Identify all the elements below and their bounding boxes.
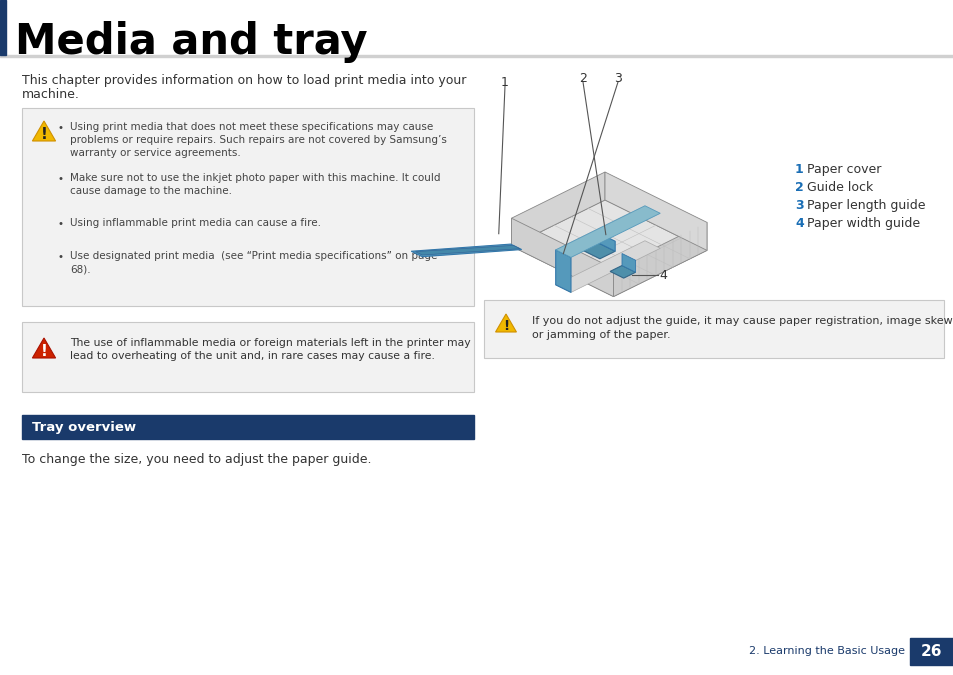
Polygon shape: [32, 338, 55, 358]
Text: machine.: machine.: [22, 88, 80, 101]
Text: 1: 1: [794, 163, 803, 176]
Bar: [22, 108, 474, 306]
Text: 2: 2: [794, 181, 803, 194]
Bar: [0, 55, 953, 57]
Text: 2. Learning the Basic Usage: 2. Learning the Basic Usage: [748, 646, 904, 656]
Bar: [909, 638, 953, 665]
Text: !: !: [502, 319, 509, 333]
Text: 4: 4: [794, 217, 803, 230]
Polygon shape: [32, 121, 55, 141]
Polygon shape: [495, 314, 516, 332]
Polygon shape: [604, 172, 706, 250]
Text: 3: 3: [794, 199, 802, 212]
Text: Tray overview: Tray overview: [32, 421, 136, 433]
Bar: [0, 0, 6, 55]
Bar: [22, 322, 474, 392]
Polygon shape: [555, 250, 571, 292]
Text: Make sure not to use the inkjet photo paper with this machine. It could
cause da: Make sure not to use the inkjet photo pa…: [70, 173, 440, 196]
Polygon shape: [411, 244, 521, 256]
Polygon shape: [555, 206, 659, 257]
Text: Media and tray: Media and tray: [15, 21, 367, 63]
Text: 2: 2: [578, 72, 586, 84]
Polygon shape: [511, 200, 706, 296]
Text: 1: 1: [500, 76, 508, 88]
Polygon shape: [610, 265, 635, 278]
Polygon shape: [415, 245, 519, 255]
Text: This chapter provides information on how to load print media into your: This chapter provides information on how…: [22, 74, 466, 87]
Text: Paper length guide: Paper length guide: [806, 199, 924, 212]
Polygon shape: [511, 218, 613, 296]
Bar: [22, 415, 474, 439]
Text: !: !: [41, 344, 48, 359]
Text: •: •: [58, 252, 64, 262]
Polygon shape: [555, 241, 659, 292]
Text: Using print media that does not meet these specifications may cause
problems or : Using print media that does not meet the…: [70, 122, 446, 159]
Text: !: !: [41, 127, 48, 142]
Polygon shape: [511, 172, 604, 246]
Text: •: •: [58, 219, 64, 229]
Text: 4: 4: [659, 269, 667, 281]
Text: •: •: [58, 123, 64, 133]
Text: Paper width guide: Paper width guide: [806, 217, 919, 230]
Text: Guide lock: Guide lock: [806, 181, 872, 194]
Polygon shape: [596, 232, 615, 251]
Text: Using inflammable print media can cause a fire.: Using inflammable print media can cause …: [70, 218, 320, 228]
Text: If you do not adjust the guide, it may cause paper registration, image skew,
or : If you do not adjust the guide, it may c…: [532, 316, 953, 340]
Text: •: •: [58, 174, 64, 184]
Polygon shape: [621, 254, 635, 272]
Text: To change the size, you need to adjust the paper guide.: To change the size, you need to adjust t…: [22, 453, 371, 466]
Bar: [483, 300, 943, 358]
Text: 3: 3: [614, 72, 621, 84]
Polygon shape: [580, 242, 615, 259]
Text: 26: 26: [921, 643, 942, 659]
Polygon shape: [613, 222, 706, 296]
Text: Use designated print media  (see “Print media specifications” on page
68).: Use designated print media (see “Print m…: [70, 251, 436, 274]
Text: The use of inflammable media or foreign materials left in the printer may
lead t: The use of inflammable media or foreign …: [70, 338, 470, 361]
Text: Paper cover: Paper cover: [806, 163, 881, 176]
